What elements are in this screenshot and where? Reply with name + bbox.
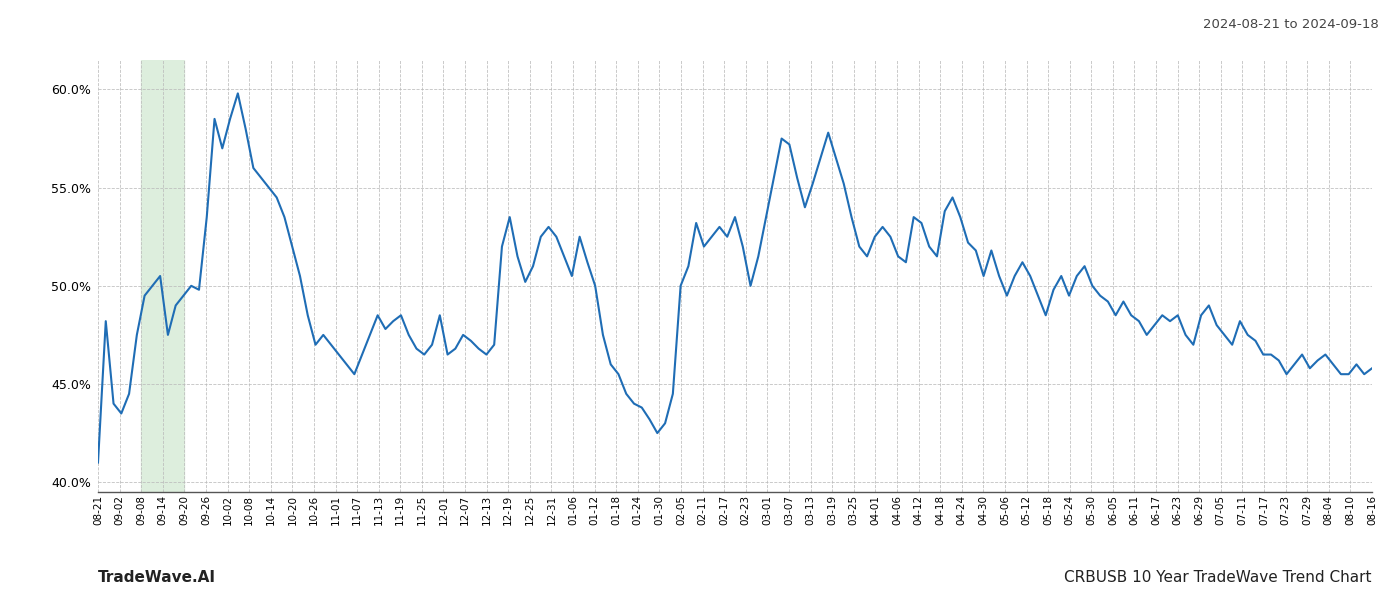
Text: 2024-08-21 to 2024-09-18: 2024-08-21 to 2024-09-18 (1203, 18, 1379, 31)
Text: CRBUSB 10 Year TradeWave Trend Chart: CRBUSB 10 Year TradeWave Trend Chart (1064, 570, 1372, 585)
Text: TradeWave.AI: TradeWave.AI (98, 570, 216, 585)
Bar (141, 60, 185, 492)
